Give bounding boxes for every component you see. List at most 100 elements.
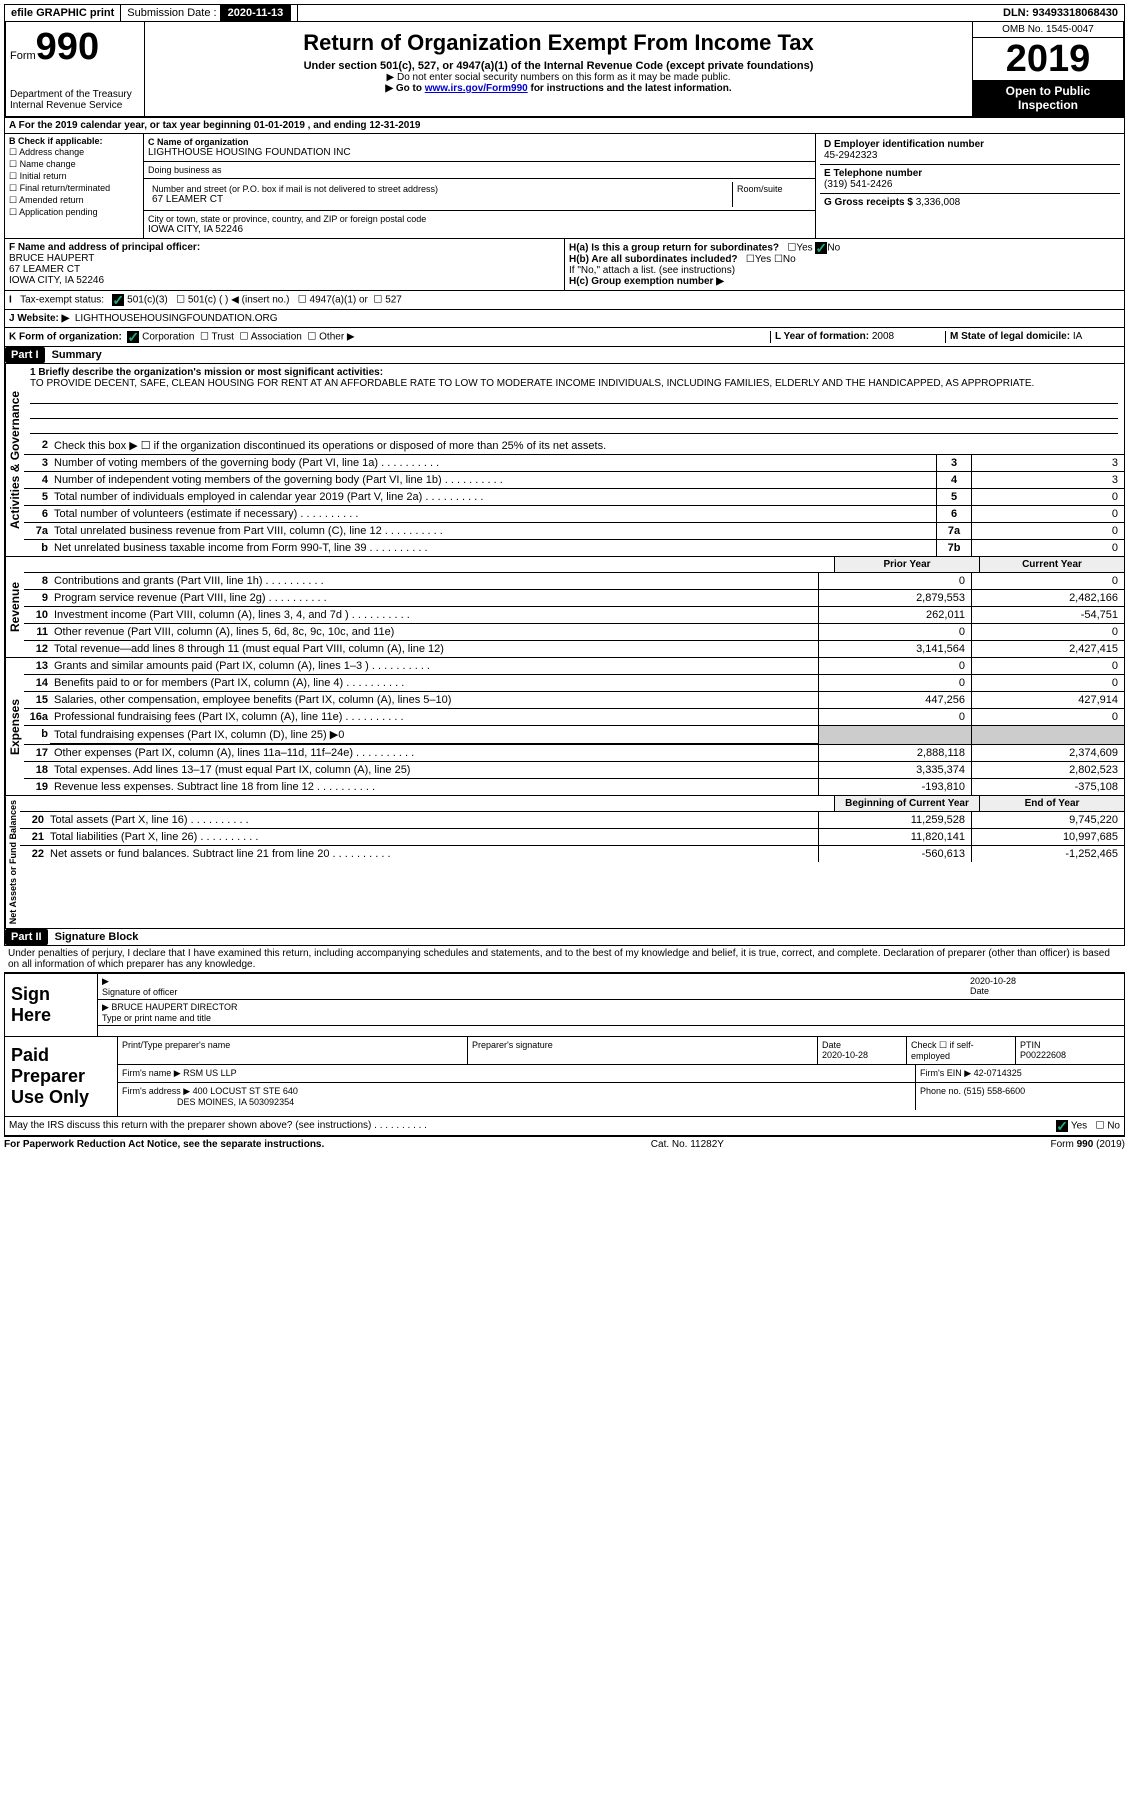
- website-row: J Website: ▶ LIGHTHOUSEHOUSINGFOUNDATION…: [4, 310, 1125, 328]
- omb-number: OMB No. 1545-0047: [973, 22, 1123, 38]
- paid-preparer-label: Paid Preparer Use Only: [5, 1037, 117, 1116]
- line22: Net assets or fund balances. Subtract li…: [46, 846, 818, 862]
- check-name-change[interactable]: Name change: [20, 159, 76, 169]
- city-value: IOWA CITY, IA 52246: [148, 224, 811, 235]
- current-year-hdr: Current Year: [979, 557, 1124, 572]
- firm-name: RSM US LLP: [183, 1068, 237, 1078]
- line9: Program service revenue (Part VIII, line…: [50, 590, 818, 606]
- line10: Investment income (Part VIII, column (A)…: [50, 607, 818, 623]
- dba-label: Doing business as: [148, 165, 811, 175]
- section-netassets: Net Assets or Fund Balances: [5, 796, 20, 928]
- part2-title: Signature Block: [51, 929, 143, 945]
- tax-year: 2019: [973, 38, 1123, 80]
- open-inspection-badge: Open to Public Inspection: [973, 80, 1123, 116]
- line15: Salaries, other compensation, employee b…: [50, 692, 818, 708]
- officer-addr2: IOWA CITY, IA 52246: [9, 275, 560, 286]
- self-employed-check[interactable]: Check ☐ if self-employed: [907, 1037, 1016, 1064]
- street-label: Number and street (or P.O. box if mail i…: [152, 184, 728, 194]
- signature-date: 2020-10-28: [970, 976, 1016, 986]
- gross-receipts-value: 3,336,008: [916, 197, 961, 208]
- ein-label: D Employer identification number: [824, 139, 1116, 150]
- h-note: If "No," attach a list. (see instruction…: [569, 265, 1120, 276]
- preparer-name-hdr: Print/Type preparer's name: [118, 1037, 468, 1064]
- section-activities: Activities & Governance: [5, 364, 24, 556]
- part2-badge: Part II: [5, 929, 48, 945]
- klm-row: K Form of organization: Corporation ☐ Tr…: [4, 328, 1125, 347]
- preparer-sig-hdr: Preparer's signature: [468, 1037, 818, 1064]
- form-number: 990: [36, 26, 99, 69]
- section-expenses: Expenses: [5, 658, 24, 795]
- line19: Revenue less expenses. Subtract line 18 …: [50, 779, 818, 795]
- irs-link[interactable]: www.irs.gov/Form990: [425, 83, 528, 94]
- tax-exempt-row: I Tax-exempt status: 501(c)(3) ☐ 501(c) …: [4, 291, 1125, 310]
- street-address: 67 LEAMER CT: [152, 194, 728, 205]
- period-row: A For the 2019 calendar year, or tax yea…: [4, 118, 1125, 134]
- website-value: LIGHTHOUSEHOUSINGFOUNDATION.ORG: [75, 313, 278, 324]
- end-year-hdr: End of Year: [979, 796, 1124, 811]
- discuss-preparer: May the IRS discuss this return with the…: [9, 1120, 1056, 1132]
- line3: Number of voting members of the governin…: [50, 455, 936, 471]
- cat-no: Cat. No. 11282Y: [651, 1139, 724, 1150]
- phone-value: (319) 541-2426: [824, 179, 1116, 190]
- box-b-title: B Check if applicable:: [9, 136, 139, 146]
- page-footer: For Paperwork Reduction Act Notice, see …: [4, 1136, 1125, 1150]
- officer-addr1: 67 LEAMER CT: [9, 264, 560, 275]
- org-name: LIGHTHOUSE HOUSING FOUNDATION INC: [148, 147, 811, 158]
- section-revenue: Revenue: [5, 557, 24, 657]
- preparer-date: 2020-10-28: [822, 1050, 868, 1060]
- ein-value: 45-2942323: [824, 150, 1116, 161]
- line11: Other revenue (Part VIII, column (A), li…: [50, 624, 818, 640]
- entity-block: B Check if applicable: ☐ Address change …: [4, 134, 1125, 239]
- check-address-change[interactable]: Address change: [19, 147, 84, 157]
- dln-label: DLN: 93493318068430: [997, 5, 1124, 21]
- top-bar: efile GRAPHIC print Submission Date : 20…: [4, 4, 1125, 22]
- form-footer: Form 990 (2019): [1051, 1139, 1125, 1150]
- firm-phone: (515) 558-6600: [964, 1086, 1026, 1096]
- form-title: Return of Organization Exempt From Incom…: [149, 30, 968, 56]
- phone-label: E Telephone number: [824, 168, 1116, 179]
- city-label: City or town, state or province, country…: [148, 214, 811, 224]
- line5-val: 0: [971, 489, 1124, 505]
- room-label: Room/suite: [737, 184, 807, 194]
- efile-label: efile GRAPHIC print: [5, 5, 121, 21]
- ptin-value: P00222608: [1020, 1050, 1066, 1060]
- officer-name: BRUCE HAUPERT: [9, 253, 560, 264]
- pra-notice: For Paperwork Reduction Act Notice, see …: [4, 1139, 324, 1150]
- line6-val: 0: [971, 506, 1124, 522]
- check-amended[interactable]: Amended return: [19, 195, 84, 205]
- line8: Contributions and grants (Part VIII, lin…: [50, 573, 818, 589]
- line1-label: 1 Briefly describe the organization's mi…: [30, 367, 1118, 378]
- subtitle-3: ▶ Go to www.irs.gov/Form990 for instruct…: [149, 83, 968, 94]
- firm-addr1: 400 LOCUST ST STE 640: [193, 1086, 298, 1096]
- submission-date-button[interactable]: 2020-11-13: [220, 4, 292, 22]
- line13: Grants and similar amounts paid (Part IX…: [50, 658, 818, 674]
- line7b-val: 0: [971, 540, 1124, 556]
- part1-badge: Part I: [5, 347, 45, 363]
- submission-date-label: Submission Date : 2020-11-13: [121, 5, 298, 21]
- signature-label: Signature of officer: [102, 987, 177, 997]
- line5: Total number of individuals employed in …: [50, 489, 936, 505]
- h-c: H(c) Group exemption number ▶: [569, 276, 1120, 287]
- box-c-label: C Name of organization: [148, 137, 811, 147]
- line20: Total assets (Part X, line 16): [46, 812, 818, 828]
- line4: Number of independent voting members of …: [50, 472, 936, 488]
- check-initial-return[interactable]: Initial return: [20, 171, 67, 181]
- line3-val: 3: [971, 455, 1124, 471]
- firm-ein: 42-0714325: [974, 1068, 1022, 1078]
- gross-receipts-label: G Gross receipts $: [824, 197, 913, 208]
- officer-label: F Name and address of principal officer:: [9, 242, 560, 253]
- line7b: Net unrelated business taxable income fr…: [50, 540, 936, 556]
- line7a-val: 0: [971, 523, 1124, 539]
- subtitle-1: Under section 501(c), 527, or 4947(a)(1)…: [149, 60, 968, 72]
- line12: Total revenue—add lines 8 through 11 (mu…: [50, 641, 818, 657]
- form-word: Form: [10, 50, 36, 62]
- line21: Total liabilities (Part X, line 26): [46, 829, 818, 845]
- line17: Other expenses (Part IX, column (A), lin…: [50, 745, 818, 761]
- check-final-return[interactable]: Final return/terminated: [20, 183, 111, 193]
- treasury-label: Department of the Treasury Internal Reve…: [10, 89, 140, 111]
- check-app-pending[interactable]: Application pending: [19, 207, 98, 217]
- begin-year-hdr: Beginning of Current Year: [834, 796, 979, 811]
- line16b: Total fundraising expenses (Part IX, col…: [50, 726, 818, 744]
- firm-addr2: DES MOINES, IA 503092354: [177, 1097, 294, 1107]
- line2: Check this box ▶ ☐ if the organization d…: [50, 437, 1124, 454]
